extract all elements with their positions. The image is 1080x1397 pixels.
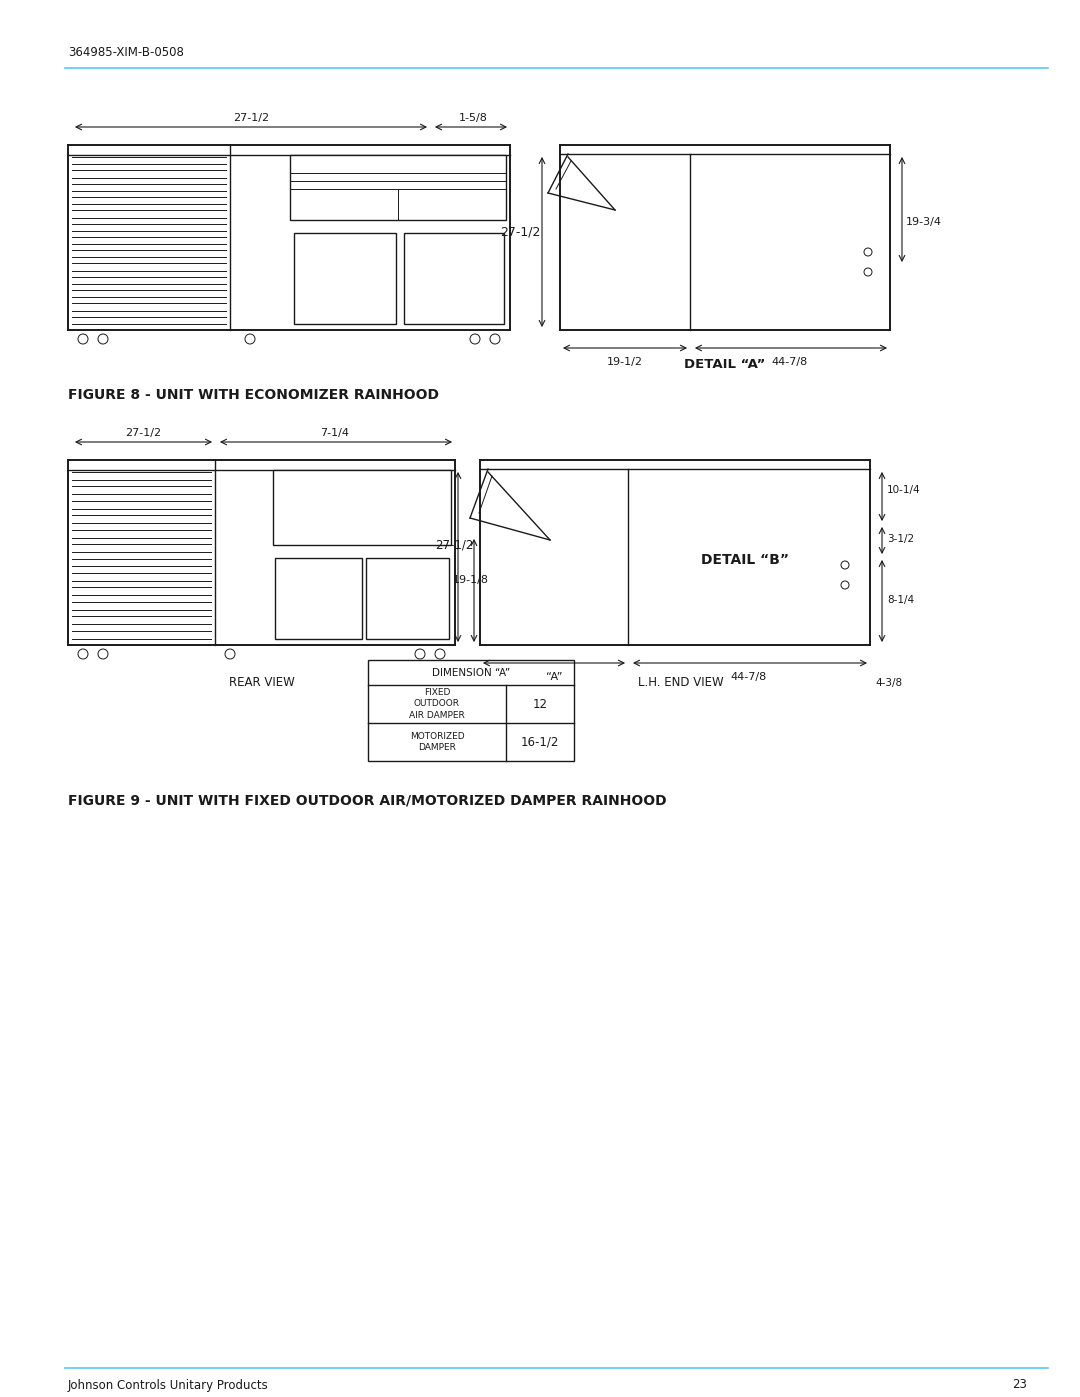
- Text: 19-1/8: 19-1/8: [453, 576, 489, 585]
- Circle shape: [225, 650, 235, 659]
- Text: DETAIL “A”: DETAIL “A”: [685, 359, 766, 372]
- Text: MOTORIZED
DAMPER: MOTORIZED DAMPER: [409, 732, 464, 752]
- Text: 19-1/2: 19-1/2: [607, 358, 643, 367]
- Text: REAR VIEW: REAR VIEW: [229, 676, 295, 690]
- Bar: [368, 659, 573, 761]
- Text: 12: 12: [532, 697, 548, 711]
- Text: FIGURE 8 - UNIT WITH ECONOMIZER RAINHOOD: FIGURE 8 - UNIT WITH ECONOMIZER RAINHOOD: [68, 388, 438, 402]
- Circle shape: [98, 334, 108, 344]
- Bar: [273, 469, 451, 545]
- Text: DETAIL “B”: DETAIL “B”: [701, 553, 789, 567]
- Text: 23: 23: [1012, 1379, 1027, 1391]
- Circle shape: [490, 334, 500, 344]
- Circle shape: [841, 562, 849, 569]
- Circle shape: [78, 334, 87, 344]
- Circle shape: [98, 650, 108, 659]
- Text: 44-7/8: 44-7/8: [731, 672, 767, 682]
- Text: DIMENSION “A”: DIMENSION “A”: [432, 668, 510, 678]
- Circle shape: [435, 650, 445, 659]
- Text: 44-7/8: 44-7/8: [772, 358, 808, 367]
- Text: 27-1/2: 27-1/2: [125, 427, 162, 439]
- Circle shape: [245, 334, 255, 344]
- Bar: [294, 233, 396, 324]
- Bar: [366, 557, 449, 638]
- Text: 7-1/4: 7-1/4: [321, 427, 350, 439]
- Circle shape: [415, 650, 426, 659]
- Text: L.H. END VIEW: L.H. END VIEW: [638, 676, 724, 690]
- Bar: [275, 557, 362, 638]
- Text: FIXED
OUTDOOR
AIR DAMPER: FIXED OUTDOOR AIR DAMPER: [409, 689, 464, 719]
- Text: 16-1/2: 16-1/2: [521, 735, 559, 749]
- Circle shape: [864, 268, 872, 277]
- Text: “A”: “A”: [545, 672, 563, 682]
- Text: Johnson Controls Unitary Products: Johnson Controls Unitary Products: [68, 1379, 269, 1391]
- Text: 27-1/2: 27-1/2: [435, 538, 473, 552]
- Bar: [291, 155, 507, 219]
- Text: 1-5/8: 1-5/8: [459, 113, 487, 123]
- Text: 8-1/4: 8-1/4: [887, 595, 914, 605]
- Text: 19-3/4: 19-3/4: [906, 217, 942, 226]
- Bar: [404, 233, 504, 324]
- Text: 27-1/2: 27-1/2: [233, 113, 269, 123]
- Circle shape: [864, 249, 872, 256]
- Text: 4-3/8: 4-3/8: [875, 678, 902, 687]
- Text: FIGURE 9 - UNIT WITH FIXED OUTDOOR AIR/MOTORIZED DAMPER RAINHOOD: FIGURE 9 - UNIT WITH FIXED OUTDOOR AIR/M…: [68, 793, 666, 807]
- Circle shape: [78, 650, 87, 659]
- Text: 3-1/2: 3-1/2: [887, 534, 914, 543]
- Text: 364985-XIM-B-0508: 364985-XIM-B-0508: [68, 46, 184, 59]
- Text: 27-1/2: 27-1/2: [500, 225, 540, 239]
- Circle shape: [470, 334, 480, 344]
- Circle shape: [841, 581, 849, 590]
- Text: 10-1/4: 10-1/4: [887, 485, 920, 495]
